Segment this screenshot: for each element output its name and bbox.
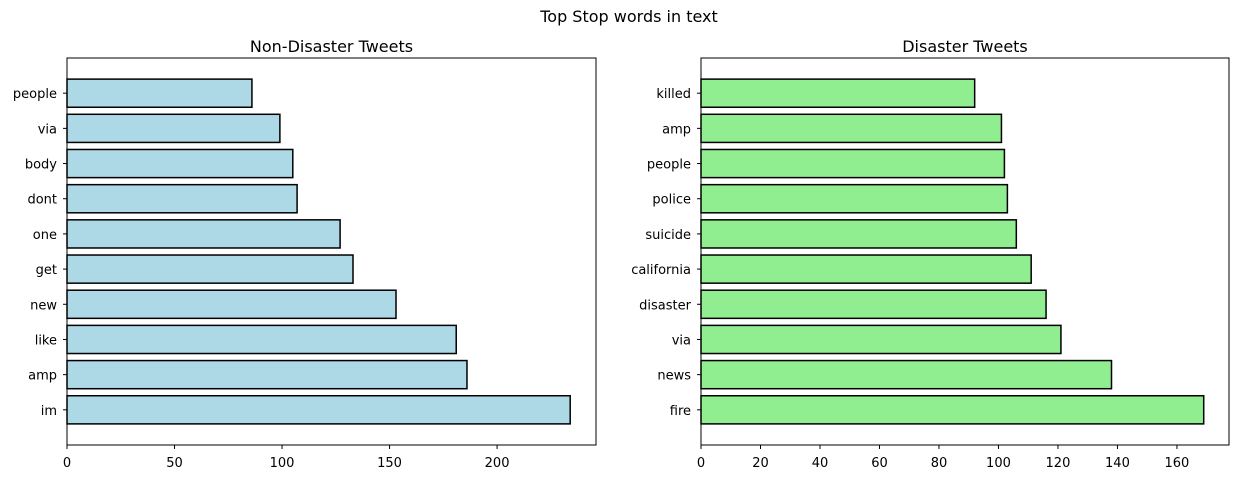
bar-dont bbox=[66, 183, 298, 214]
y-tick-label: via bbox=[672, 333, 691, 348]
bar-body bbox=[66, 148, 294, 179]
y-tick-label: california bbox=[631, 263, 691, 278]
x-tick-label: 0 bbox=[63, 456, 71, 471]
y-tick-label: get bbox=[36, 263, 57, 278]
bar-police bbox=[700, 183, 1009, 214]
y-tick-label: body bbox=[25, 158, 57, 173]
y-tick-label: police bbox=[652, 193, 691, 208]
bar-get bbox=[66, 254, 354, 284]
x-tick-label: 140 bbox=[1105, 456, 1130, 471]
bar-killed bbox=[700, 78, 976, 109]
x-tick-label: 200 bbox=[485, 456, 510, 471]
y-tick-label: people bbox=[647, 158, 691, 173]
bar-news bbox=[700, 359, 1113, 390]
y-tick-label: disaster bbox=[639, 298, 691, 313]
x-tick-label: 60 bbox=[871, 456, 888, 471]
y-tick-label: new bbox=[30, 298, 57, 313]
y-tick-label: amp bbox=[662, 122, 691, 137]
x-tick-label: 150 bbox=[377, 456, 402, 471]
y-tick-label: amp bbox=[28, 369, 57, 384]
y-tick-label: killed bbox=[656, 87, 691, 102]
bar-people bbox=[700, 148, 1006, 179]
y-tick-label: fire bbox=[670, 404, 691, 419]
y-tick-label: im bbox=[41, 404, 57, 419]
x-tick-label: 50 bbox=[166, 456, 183, 471]
y-tick-label: suicide bbox=[645, 228, 691, 243]
bar-via bbox=[700, 324, 1062, 355]
x-tick-label: 120 bbox=[1046, 456, 1071, 471]
x-tick-label: 20 bbox=[752, 456, 769, 471]
chart-title: Disaster Tweets bbox=[902, 37, 1028, 56]
x-tick-label: 160 bbox=[1165, 456, 1190, 471]
bar-amp bbox=[66, 359, 468, 390]
x-tick-label: 100 bbox=[986, 456, 1011, 471]
bar-new bbox=[66, 289, 397, 320]
bar-california bbox=[700, 254, 1032, 284]
y-tick-label: news bbox=[657, 369, 691, 384]
chart-title: Non-Disaster Tweets bbox=[250, 37, 413, 56]
figure-title: Top Stop words in text bbox=[540, 7, 718, 26]
chart-panel-non-disaster: Non-Disaster Tweets im amp like new get one don… bbox=[13, 37, 597, 471]
bar-disaster bbox=[700, 289, 1047, 320]
y-tick-label: like bbox=[35, 333, 57, 348]
y-tick-label: dont bbox=[27, 193, 57, 208]
bar-via bbox=[66, 113, 281, 144]
y-tick-label: via bbox=[38, 122, 57, 137]
x-tick-label: 80 bbox=[931, 456, 948, 471]
x-tick-label: 40 bbox=[812, 456, 829, 471]
bar-fire bbox=[700, 394, 1205, 425]
chart-panel-disaster: Disaster Tweets fire news via disaster califo… bbox=[631, 37, 1230, 471]
bar-people bbox=[66, 78, 253, 109]
x-tick-label: 0 bbox=[697, 456, 705, 471]
bar-one bbox=[66, 219, 341, 249]
axes-frame bbox=[66, 57, 597, 446]
bar-like bbox=[66, 324, 457, 355]
x-tick-label: 100 bbox=[270, 456, 295, 471]
y-tick-label: people bbox=[13, 87, 57, 102]
bar-im bbox=[66, 394, 571, 425]
bar-amp bbox=[700, 113, 1003, 144]
axes-frame bbox=[700, 57, 1230, 446]
bar-suicide bbox=[700, 219, 1018, 249]
y-tick-label: one bbox=[33, 228, 57, 243]
